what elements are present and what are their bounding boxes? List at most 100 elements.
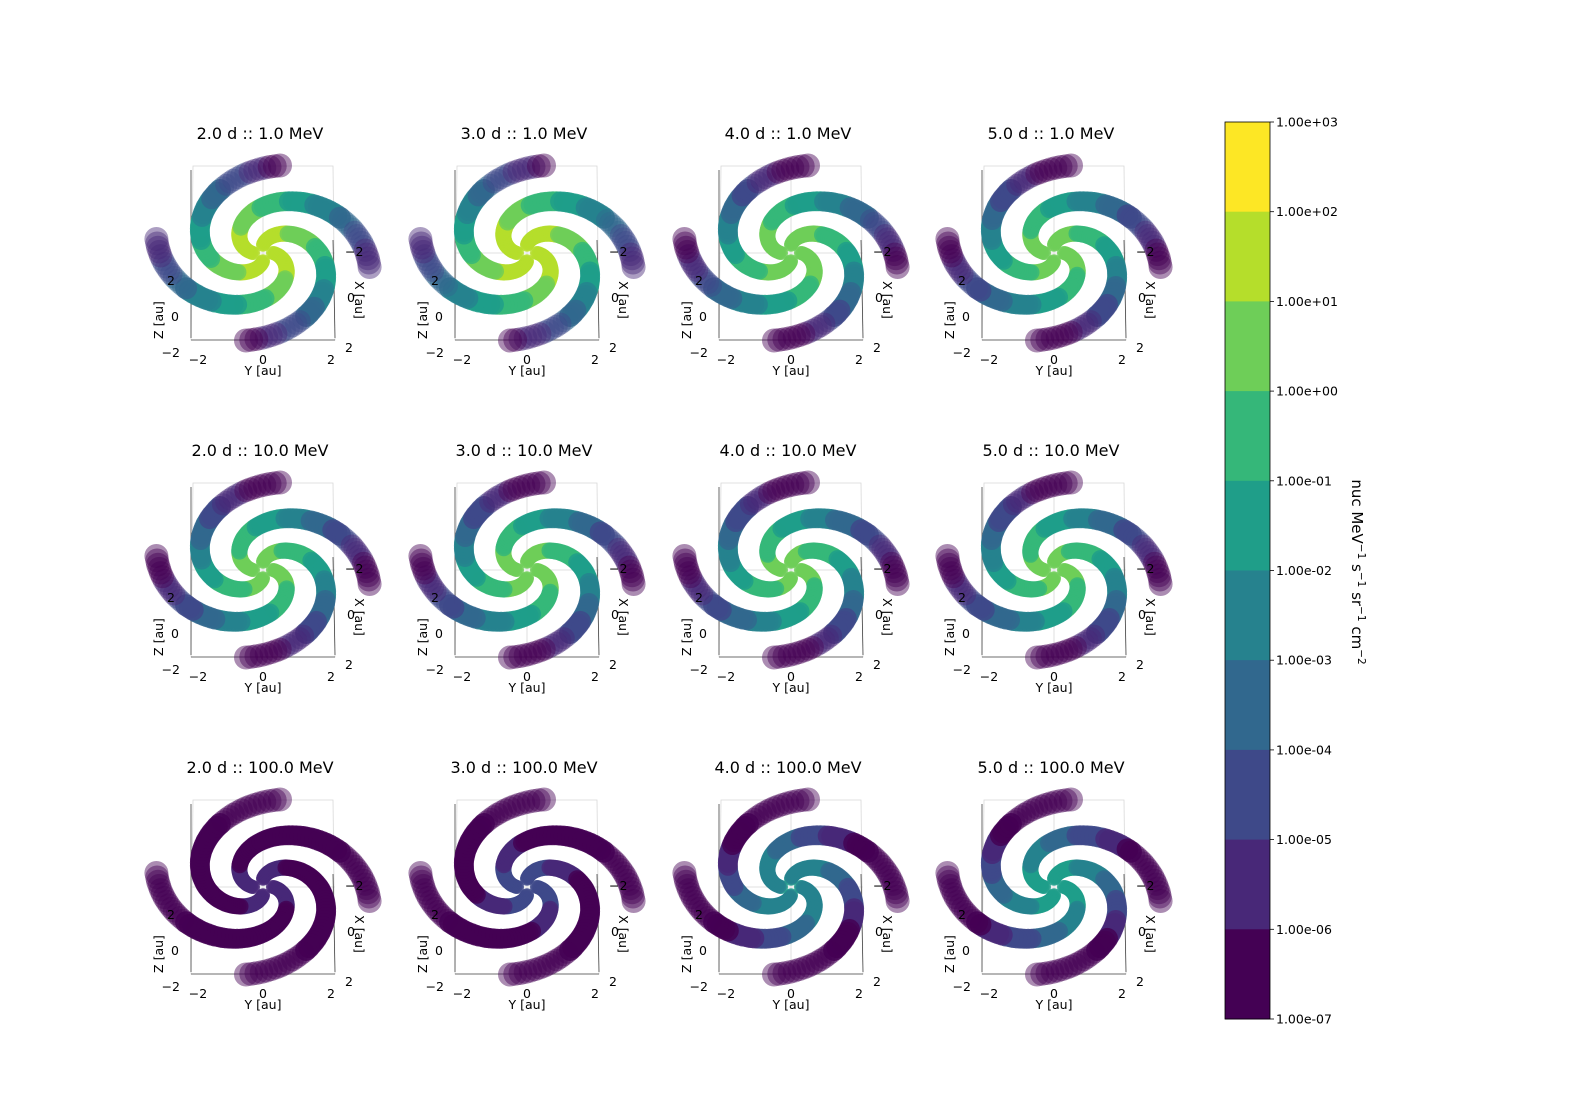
z-tick-label: 0: [962, 626, 970, 641]
spiral-point: [675, 556, 700, 581]
spiral-point: [413, 244, 437, 268]
spiral-point: [244, 327, 269, 351]
spiral-point: [703, 277, 726, 300]
spiral-point: [408, 861, 433, 885]
colorbar-tick-label: 1.00e+03: [1276, 115, 1338, 130]
spiral-point: [1038, 157, 1063, 181]
spiral-point: [1143, 234, 1167, 258]
spiral-point: [226, 166, 249, 190]
spiral-point: [813, 312, 836, 335]
spiral-point: [940, 244, 964, 268]
spiral-point: [943, 251, 967, 276]
spiral-point: [746, 488, 769, 511]
x-tick-label: 0: [875, 290, 883, 305]
spiral-plot: [144, 153, 382, 353]
spiral-point: [777, 326, 802, 350]
colorbar-tick-label: 1.00e-03: [1276, 653, 1332, 668]
spiral-point: [208, 496, 231, 518]
x-axis-label: X [au]: [352, 281, 367, 319]
y-tick-label: 2: [591, 352, 599, 367]
spiral-point: [673, 231, 697, 256]
spiral-point: [819, 307, 843, 330]
z-tick-label: 2: [695, 273, 703, 288]
spiral-point: [780, 473, 805, 497]
spiral-point: [1025, 645, 1049, 670]
x-tick-label: −2: [609, 561, 627, 576]
spiral-point: [1139, 227, 1162, 251]
spiral-point: [819, 624, 843, 647]
y-tick-label: −2: [189, 669, 207, 684]
spiral-point: [673, 548, 697, 573]
spiral-point: [532, 470, 556, 495]
spiral-point: [620, 563, 644, 588]
spiral-point: [790, 471, 815, 495]
spiral-point: [211, 176, 235, 199]
z-tick-label: 0: [171, 309, 179, 324]
spiral-point: [408, 544, 433, 568]
y-tick-label: 0: [259, 352, 267, 367]
spiral-point: [860, 209, 883, 232]
spiral-point: [249, 326, 274, 350]
panel-title: 2.0 d :: 1.0 MeV: [197, 124, 324, 143]
spiral-point: [612, 227, 635, 251]
x-tick-label: 0: [347, 290, 355, 305]
spiral-point: [1059, 153, 1083, 178]
spiral-point: [503, 645, 528, 669]
spiral-point: [518, 325, 543, 349]
spiral-point: [175, 277, 198, 300]
spiral-point: [809, 314, 832, 338]
spiral-point: [739, 493, 763, 516]
y-tick-label: −2: [717, 986, 735, 1001]
spiral-point: [959, 272, 982, 295]
spiral-point: [429, 586, 452, 609]
z-axis-label: Z [au]: [942, 618, 957, 656]
y-tick-label: −2: [453, 986, 471, 1001]
spiral-point: [1055, 322, 1079, 346]
spiral-point: [416, 251, 440, 276]
spiral-point: [796, 470, 820, 495]
spiral-point: [796, 637, 820, 661]
spiral-point: [249, 643, 274, 667]
spiral-point: [1002, 176, 1026, 199]
spiral-point: [1059, 320, 1083, 344]
spiral-point: [739, 176, 763, 199]
spiral-point: [335, 528, 358, 552]
z-tick-label: −2: [162, 662, 180, 677]
spiral-point: [1131, 217, 1155, 241]
x-tick-label: −2: [345, 561, 363, 576]
spiral-point: [498, 645, 522, 670]
spiral-point: [743, 173, 766, 196]
panel-title: 3.0 d :: 100.0 MeV: [450, 758, 597, 777]
x-tick-label: 2: [1136, 340, 1144, 355]
spiral-point: [429, 269, 452, 292]
spiral-point: [599, 528, 622, 552]
x-tick-label: −2: [1136, 244, 1154, 259]
spiral-point: [508, 327, 533, 351]
spiral-point: [856, 523, 879, 546]
spiral-point: [948, 259, 972, 282]
y-tick-label: −2: [189, 986, 207, 1001]
z-tick-label: 0: [171, 626, 179, 641]
spiral-point: [281, 631, 304, 655]
x-axis-label: X [au]: [1143, 598, 1158, 636]
x-tick-label: 2: [1136, 974, 1144, 989]
spiral-point: [348, 227, 371, 251]
z-axis-label: Z [au]: [415, 935, 430, 973]
spiral-point: [254, 642, 279, 666]
spiral-point: [805, 316, 828, 340]
spiral-point: [878, 547, 902, 572]
spiral-point: [234, 962, 258, 987]
spiral-point: [813, 629, 836, 652]
spiral-point: [616, 551, 640, 575]
spiral-point: [1076, 312, 1099, 335]
spiral-point: [353, 555, 377, 579]
y-axis-label: Y [au]: [508, 363, 546, 378]
spiral-point: [1059, 787, 1083, 812]
spiral-point: [247, 157, 272, 181]
spiral-point: [147, 239, 172, 264]
spiral-point: [754, 166, 777, 190]
spiral-point: [592, 523, 615, 546]
